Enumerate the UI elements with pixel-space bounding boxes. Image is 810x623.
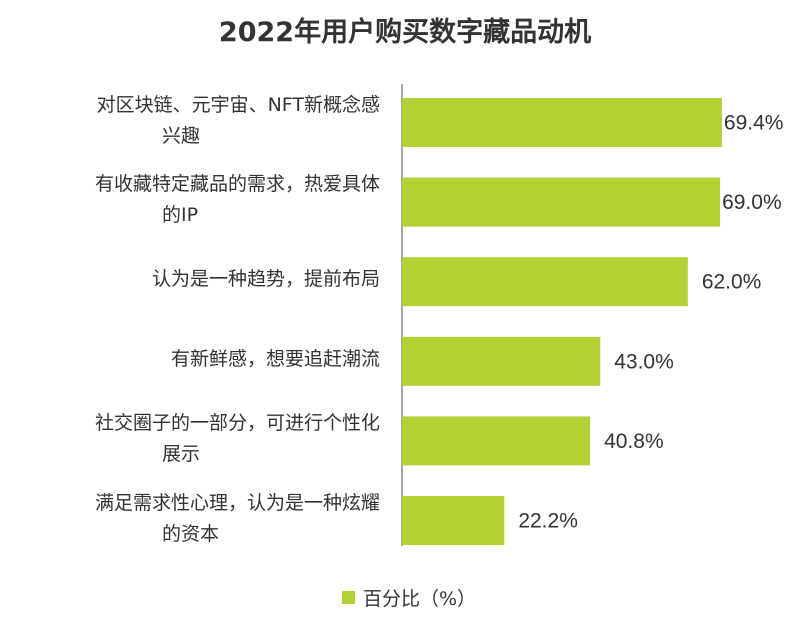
legend-swatch <box>342 591 355 604</box>
category-label-line: 满足需求性心理，认为是一种炫耀 <box>94 491 380 514</box>
category-label: 有收藏特定藏品的需求，热爱具体的IP <box>20 169 380 231</box>
data-label: 69.0% <box>722 191 782 214</box>
data-label: 40.8% <box>604 430 664 453</box>
category-label: 对区块链、元宇宙、NFT新概念感兴趣 <box>20 90 380 152</box>
category-label: 满足需求性心理，认为是一种炫耀的资本 <box>20 488 380 550</box>
category-label-line: 兴趣 <box>162 124 201 147</box>
category-label-line: 的IP <box>162 204 199 227</box>
data-label: 69.4% <box>724 112 784 135</box>
category-label-line: 认为是一种趋势，提前布局 <box>151 268 380 291</box>
chart-title: 2022年用户购买数字藏品动机 <box>218 17 592 48</box>
bar <box>402 496 505 545</box>
data-label: 62.0% <box>702 271 762 294</box>
bar <box>402 336 601 386</box>
legend: 百分比（%） <box>342 584 476 611</box>
bar <box>402 416 591 466</box>
category-label: 社交圈子的一部分，可进行个性化展示 <box>20 408 380 470</box>
data-label: 22.2% <box>518 510 578 533</box>
bar <box>402 177 721 227</box>
category-label-line: 有收藏特定藏品的需求，热爱具体 <box>94 173 380 196</box>
category-label-line: 社交圈子的一部分，可进行个性化 <box>94 411 380 434</box>
category-label-line: 对区块链、元宇宙、NFT新概念感 <box>96 93 380 116</box>
category-label: 认为是一种趋势，提前布局 <box>20 264 380 295</box>
category-label-line: 展示 <box>162 442 201 465</box>
bar <box>402 257 688 307</box>
bar <box>402 98 722 147</box>
data-label: 43.0% <box>614 350 674 373</box>
category-label-line: 的资本 <box>162 522 220 545</box>
category-label-line: 有新鲜感，想要追赶潮流 <box>170 347 380 370</box>
category-label: 有新鲜感，想要追赶潮流 <box>20 344 380 375</box>
legend-label: 百分比（%） <box>363 588 477 610</box>
